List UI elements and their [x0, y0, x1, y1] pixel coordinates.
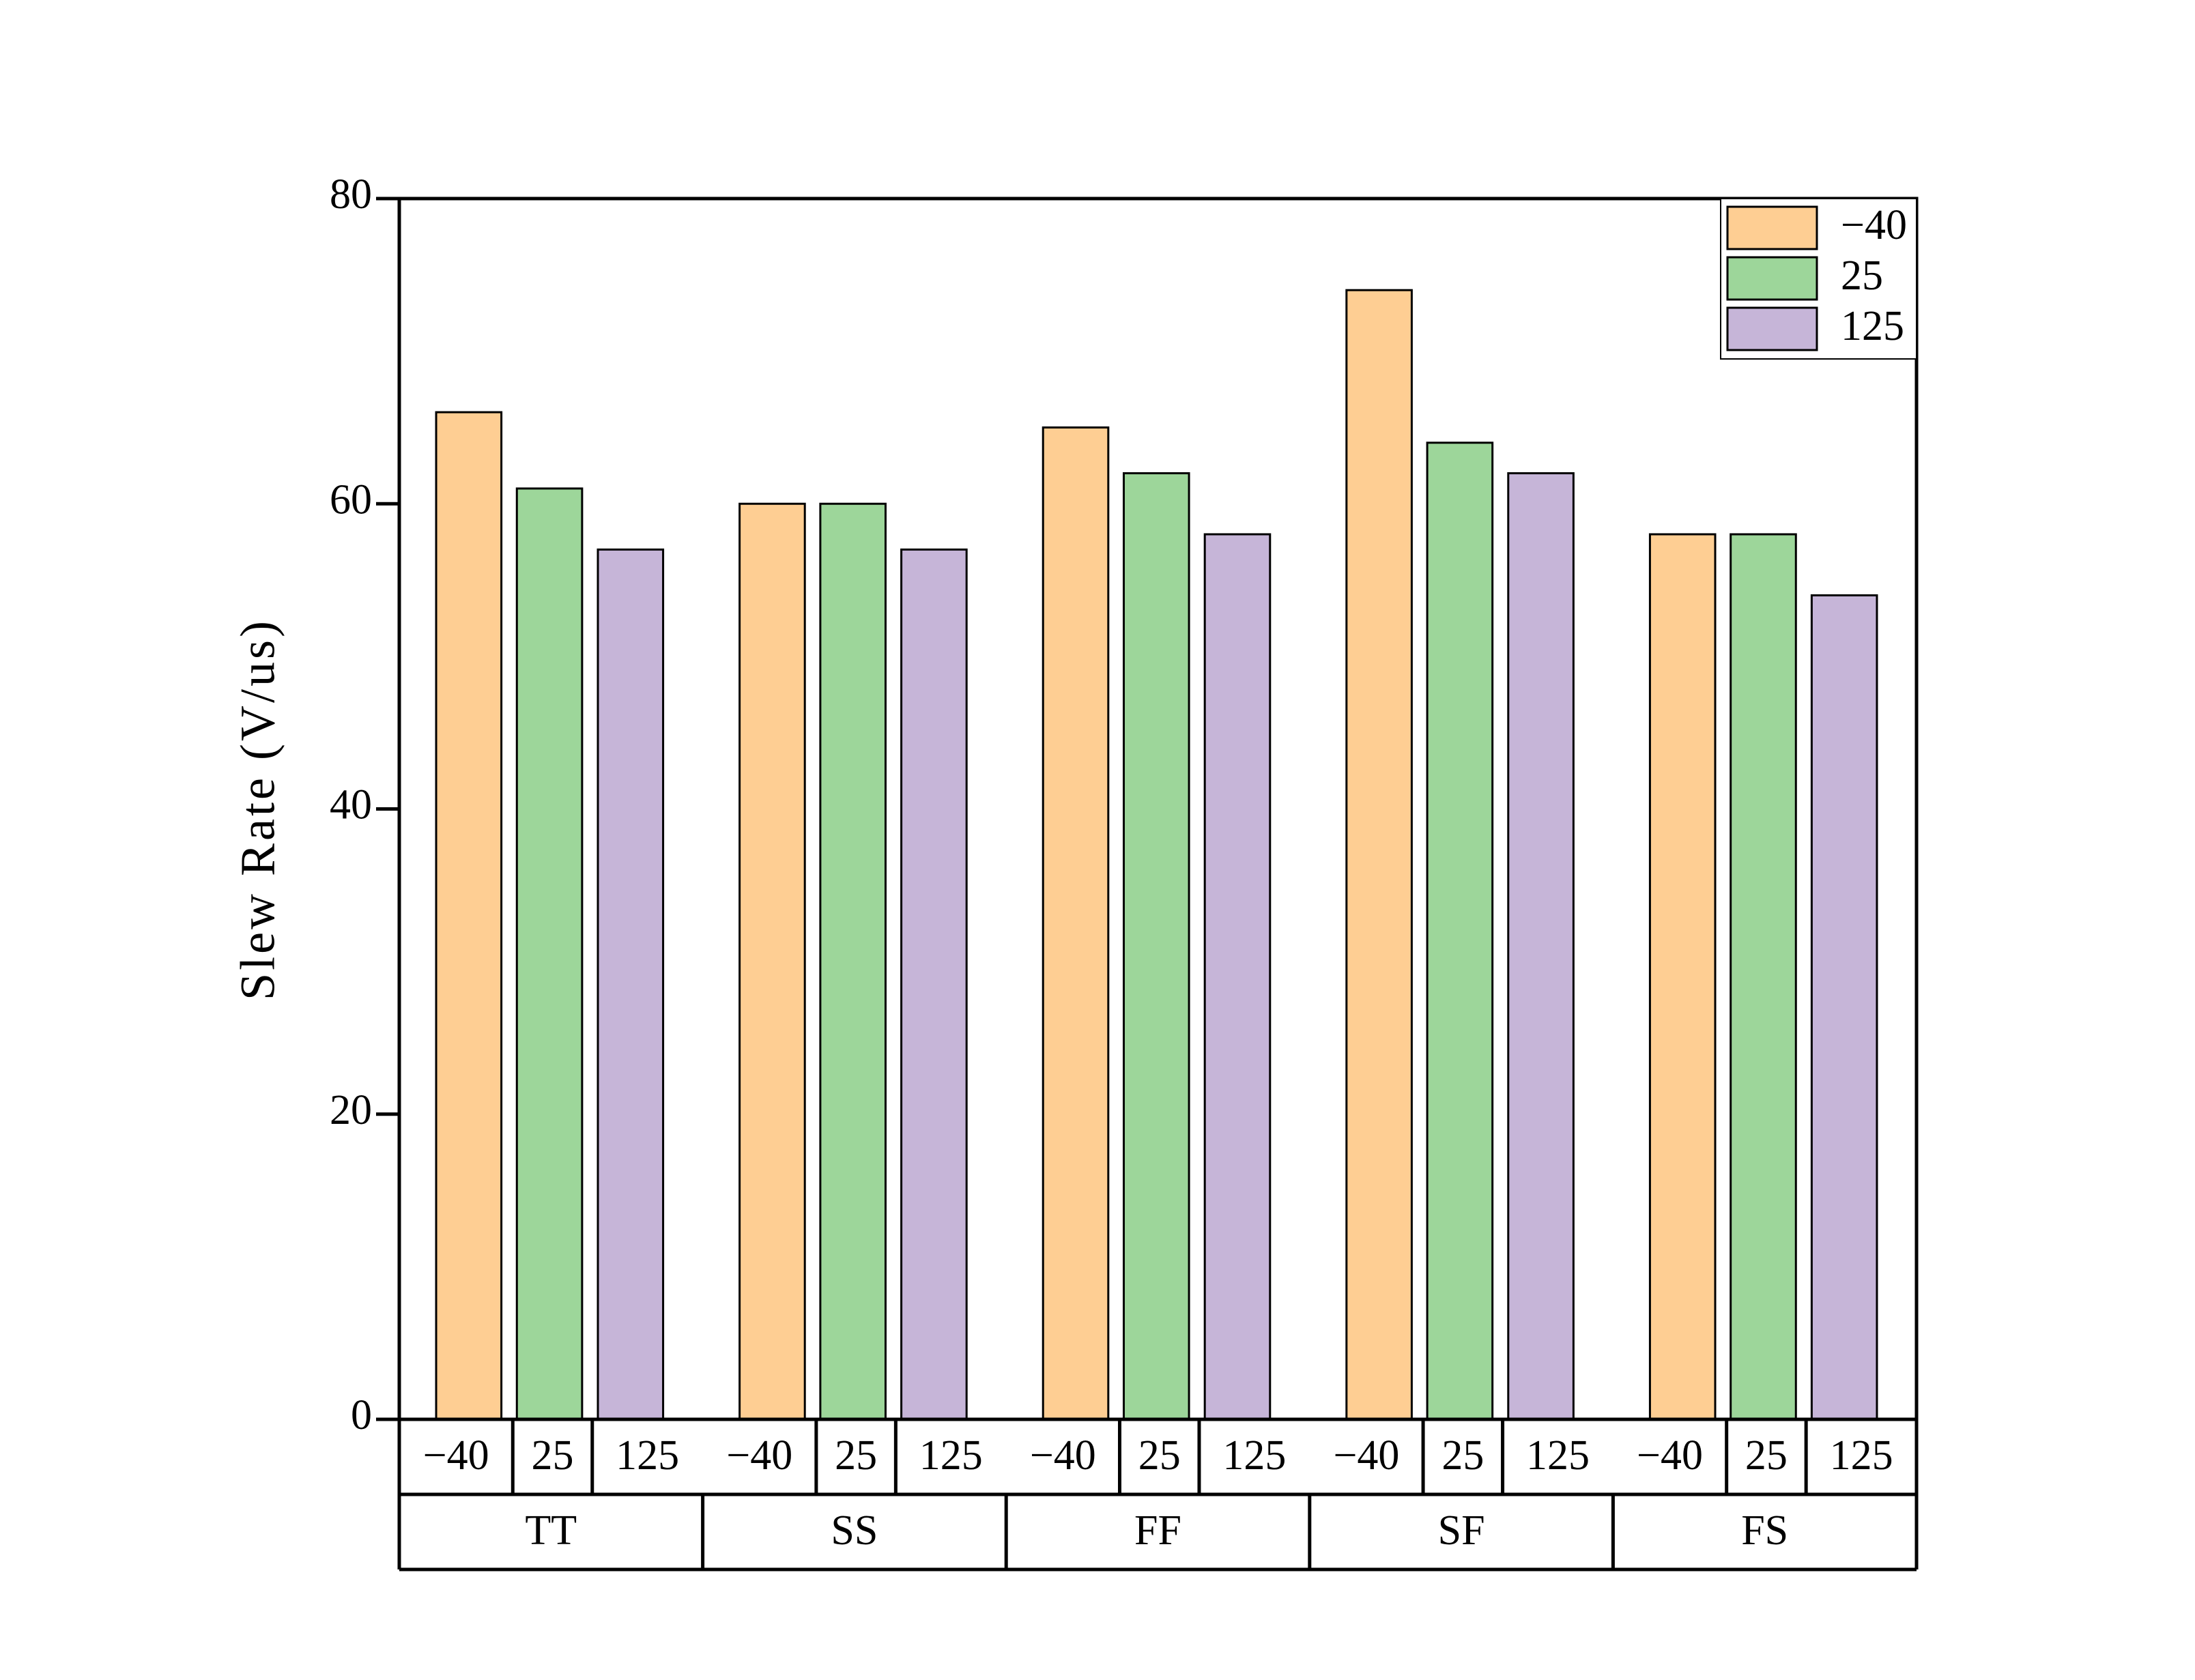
x-sub-label: 25 [1745, 1432, 1788, 1479]
plot-frame [397, 197, 1919, 1421]
bar [1507, 472, 1575, 1421]
x-sub-label: −40 [423, 1432, 489, 1479]
legend-swatch [1726, 256, 1818, 301]
legend-swatch [1726, 306, 1818, 351]
bar [819, 502, 887, 1421]
legend-swatch [1726, 205, 1818, 250]
x-sub-label: 125 [616, 1432, 679, 1479]
x-tick-label: FS [1741, 1507, 1788, 1554]
legend-label: −40 [1841, 202, 1907, 248]
bar [1203, 533, 1272, 1421]
x-sub-label: 125 [1830, 1432, 1893, 1479]
bar [1122, 472, 1190, 1421]
x-sub-label: 125 [1526, 1432, 1590, 1479]
legend-label: 125 [1841, 303, 1904, 349]
y-tick-label: 80 [330, 171, 372, 218]
bar [738, 502, 806, 1421]
bar [597, 548, 665, 1421]
y-tick-label: 20 [330, 1087, 372, 1133]
y-tick-label: 0 [351, 1392, 372, 1438]
y-tick-label: 40 [330, 782, 372, 828]
x-sub-label: −40 [1030, 1432, 1096, 1479]
bar [1810, 594, 1878, 1421]
bar [900, 548, 968, 1421]
x-tick-label: FF [1134, 1507, 1181, 1554]
y-axis-label: Slew Rate (V/us) [231, 618, 285, 1000]
x-sub-label: 125 [919, 1432, 983, 1479]
x-sub-label: −40 [726, 1432, 792, 1479]
x-sub-label: 25 [835, 1432, 877, 1479]
x-tick-label: SS [831, 1507, 878, 1554]
x-tick-label: SF [1438, 1507, 1485, 1554]
y-tick-label: 60 [330, 476, 372, 523]
x-sub-label: 125 [1222, 1432, 1286, 1479]
legend-label: 25 [1841, 252, 1883, 299]
x-sub-label: 25 [532, 1432, 574, 1479]
x-sub-label: −40 [1333, 1432, 1399, 1479]
x-sub-label: 25 [1138, 1432, 1181, 1479]
x-sub-label: 25 [1441, 1432, 1484, 1479]
bar [1426, 441, 1494, 1421]
bar [1730, 533, 1797, 1421]
bar [1345, 289, 1413, 1421]
bar [435, 411, 503, 1421]
bar [1042, 426, 1110, 1421]
bar [1648, 533, 1717, 1421]
x-sub-label: −40 [1637, 1432, 1703, 1479]
x-tick-label: TT [525, 1507, 577, 1554]
bar [515, 487, 584, 1421]
